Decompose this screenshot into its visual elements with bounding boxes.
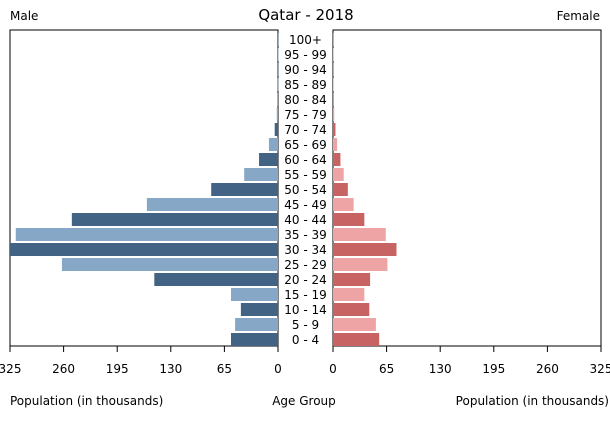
male-x-tick-label: 195 xyxy=(106,362,129,376)
age-group-label: 40 - 44 xyxy=(284,213,327,227)
male-bar xyxy=(277,93,279,106)
male-bar xyxy=(277,48,279,61)
male-bar xyxy=(259,153,278,166)
female-x-tick-label: 0 xyxy=(329,362,337,376)
male-bar xyxy=(235,318,278,331)
age-group-label: 70 - 74 xyxy=(284,123,327,137)
male-bar xyxy=(277,78,279,91)
male-x-tick-label: 130 xyxy=(159,362,182,376)
female-bar xyxy=(333,63,334,76)
male-bar xyxy=(277,33,279,46)
female-bars xyxy=(333,33,397,346)
female-bar xyxy=(333,33,334,46)
male-label: Male xyxy=(10,9,38,23)
female-label: Female xyxy=(557,9,600,23)
age-group-label: 25 - 29 xyxy=(284,258,327,272)
female-bar xyxy=(333,243,397,256)
female-plot-frame xyxy=(332,29,602,347)
male-bar xyxy=(10,243,278,256)
female-bar xyxy=(333,228,386,241)
female-bar xyxy=(333,138,338,151)
female-x-tick-label: 195 xyxy=(482,362,505,376)
female-bar xyxy=(333,183,348,196)
female-bar xyxy=(333,48,334,61)
female-bar xyxy=(333,333,380,346)
female-bar xyxy=(333,213,365,226)
age-group-label: 5 - 9 xyxy=(292,318,319,332)
age-group-label: 45 - 49 xyxy=(284,198,327,212)
center-axis-title: Age Group xyxy=(272,394,336,408)
age-group-label: 80 - 84 xyxy=(284,93,327,107)
female-x-axis: 0 65 130 195 260 325 xyxy=(329,346,610,376)
male-bar xyxy=(211,183,278,196)
female-bar xyxy=(333,288,365,301)
male-bars xyxy=(10,33,279,346)
age-group-label: 35 - 39 xyxy=(284,228,327,242)
male-bar xyxy=(268,138,278,151)
female-x-axis-title: Population (in thousands) xyxy=(456,394,609,408)
male-bar xyxy=(240,303,278,316)
female-x-tick-label: 65 xyxy=(379,362,394,376)
age-group-label: 20 - 24 xyxy=(284,273,327,287)
chart-title: Qatar - 2018 xyxy=(258,6,353,24)
male-bar xyxy=(146,198,278,211)
age-group-label: 55 - 59 xyxy=(284,168,327,182)
female-bar xyxy=(333,303,370,316)
female-bar xyxy=(333,153,341,166)
age-group-label: 90 - 94 xyxy=(284,63,327,77)
male-bar xyxy=(61,258,278,271)
male-bar xyxy=(230,333,278,346)
male-x-tick-label: 260 xyxy=(52,362,75,376)
male-x-axis-title: Population (in thousands) xyxy=(10,394,163,408)
age-group-label: 85 - 89 xyxy=(284,78,327,92)
male-x-tick-label: 325 xyxy=(0,362,21,376)
age-group-label: 60 - 64 xyxy=(284,153,327,167)
male-x-tick-label: 0 xyxy=(274,362,282,376)
female-bar xyxy=(333,123,336,136)
male-bar xyxy=(71,213,278,226)
age-group-label: 15 - 19 xyxy=(284,288,327,302)
age-group-label: 0 - 4 xyxy=(292,333,319,347)
age-group-label: 75 - 79 xyxy=(284,108,327,122)
age-group-label: 100+ xyxy=(289,33,322,47)
male-x-tick-label: 65 xyxy=(217,362,232,376)
age-group-label: 50 - 54 xyxy=(284,183,327,197)
age-group-label: 65 - 69 xyxy=(284,138,327,152)
female-x-tick-label: 130 xyxy=(429,362,452,376)
female-bar xyxy=(333,78,334,91)
male-bar xyxy=(15,228,278,241)
female-bar xyxy=(333,273,371,286)
male-bar xyxy=(276,108,278,121)
female-bar xyxy=(333,168,344,181)
male-bar xyxy=(154,273,278,286)
male-bar xyxy=(244,168,278,181)
female-bar xyxy=(333,318,376,331)
male-x-axis: 325 260 195 130 65 0 xyxy=(0,346,282,376)
female-bar xyxy=(333,108,335,121)
male-bar xyxy=(230,288,278,301)
female-x-tick-label: 260 xyxy=(536,362,559,376)
female-x-tick-label: 325 xyxy=(590,362,610,376)
age-group-label: 95 - 99 xyxy=(284,48,327,62)
age-group-label: 10 - 14 xyxy=(284,303,327,317)
male-bar xyxy=(274,123,278,136)
female-bar xyxy=(333,93,334,106)
age-group-label: 30 - 34 xyxy=(284,243,327,257)
male-bar xyxy=(277,63,279,76)
female-bar xyxy=(333,198,354,211)
female-bar xyxy=(333,258,388,271)
